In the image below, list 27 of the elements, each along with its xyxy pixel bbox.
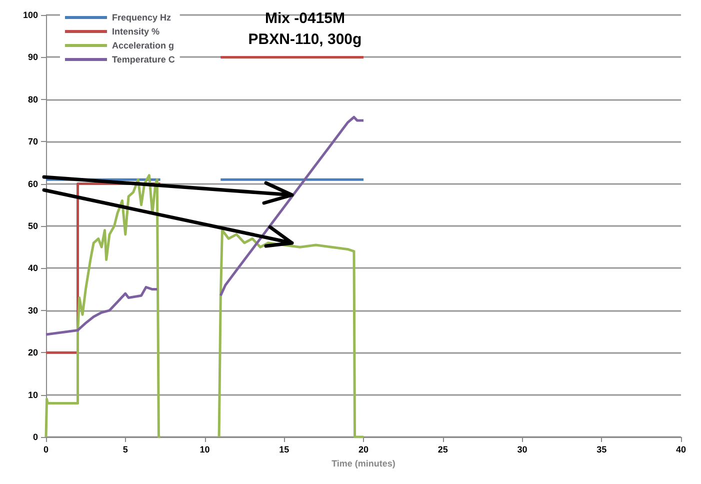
y-tick-label: 70	[28, 136, 38, 147]
y-tick-label: 60	[28, 178, 38, 189]
y-tick-label: 30	[28, 305, 38, 316]
x-tick-label: 40	[676, 444, 686, 454]
y-tick-label: 100	[22, 10, 38, 20]
y-tick-label: 40	[28, 263, 38, 274]
legend-label: Frequency Hz	[112, 12, 172, 22]
x-tick-label: 15	[279, 444, 290, 454]
text: PBXN-110, 300g	[248, 31, 362, 48]
legend-label: Acceleration g	[112, 40, 174, 50]
y-tick-label: 50	[28, 221, 38, 231]
x-tick-label: 25	[438, 444, 448, 454]
y-tick-label: 0	[32, 432, 38, 442]
x-tick-label: 30	[517, 444, 528, 454]
x-axis-title: Time (minutes)	[332, 458, 396, 468]
legend-label: Intensity %	[112, 26, 160, 36]
y-tick-label: 80	[28, 94, 38, 104]
x-tick-label: 35	[596, 444, 607, 454]
chart-title: Mix -0415M	[264, 10, 346, 27]
legend-label: Temperature C	[112, 54, 176, 64]
x-tick-label: 10	[200, 444, 210, 454]
x-tick-label: 0	[43, 444, 49, 454]
y-tick-label: 90	[28, 52, 38, 62]
y-tick-label: 10	[28, 390, 38, 400]
y-tick-label: 20	[28, 348, 38, 358]
x-tick-label: 20	[358, 444, 369, 454]
x-tick-label: 5	[122, 444, 128, 454]
